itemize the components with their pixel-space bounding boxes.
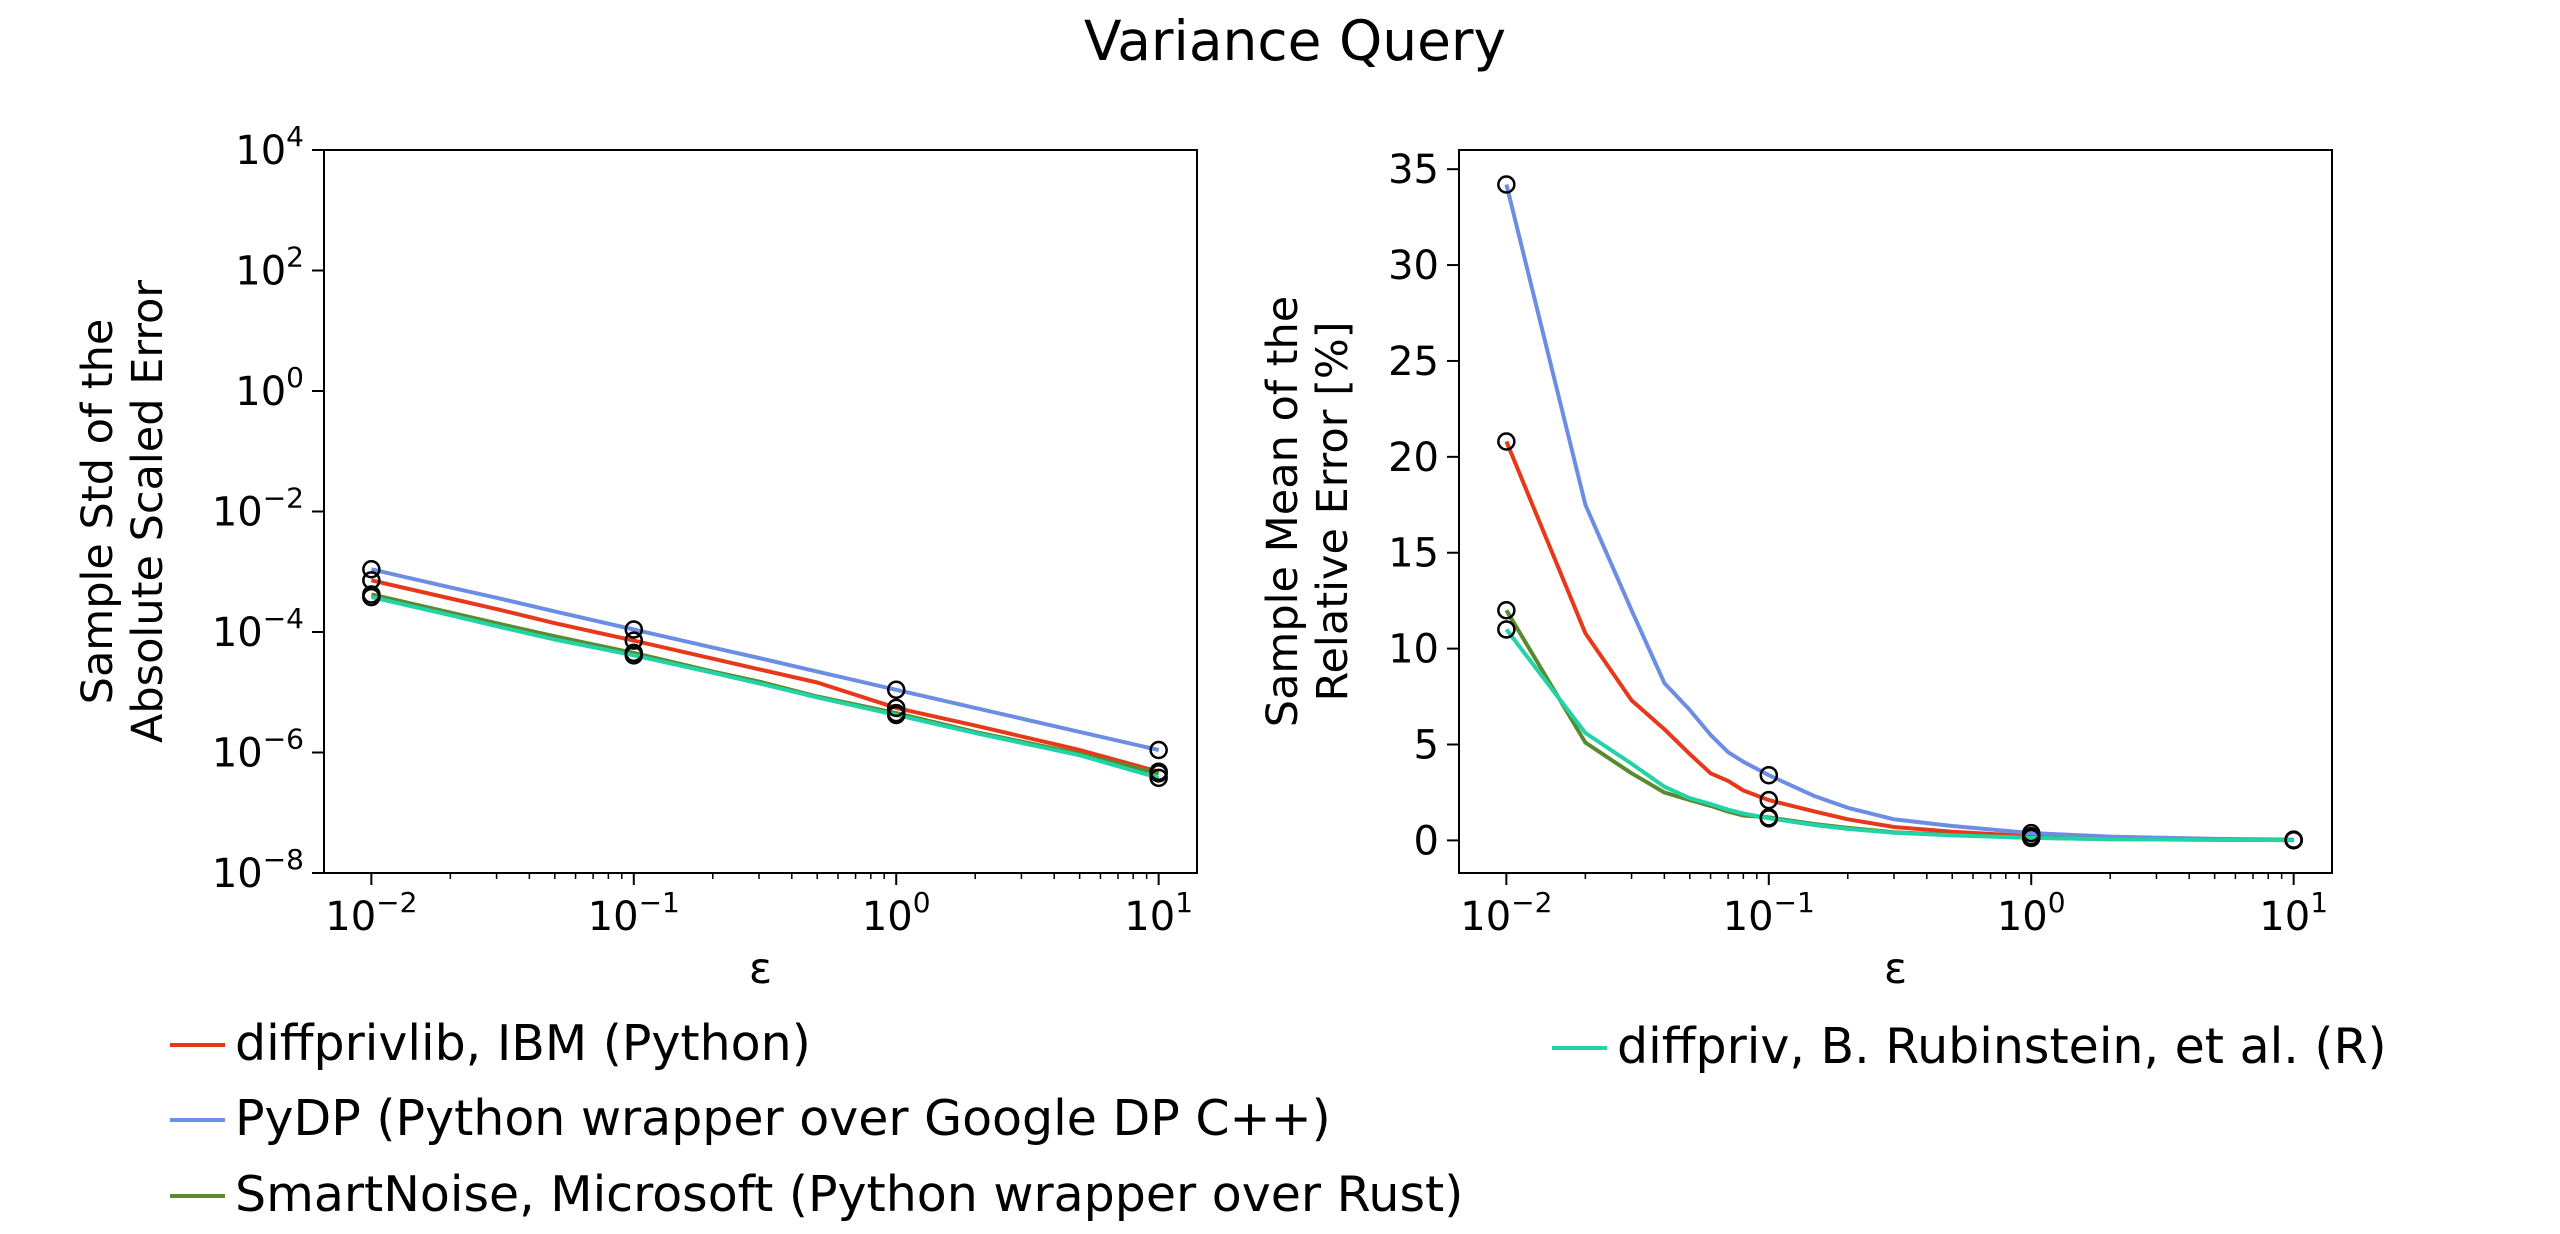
y-axis-label-line2: Relative Error [%] — [1308, 322, 1358, 702]
x-tick-label: 101 — [2259, 886, 2328, 940]
y-tick-label: 10−8 — [212, 843, 304, 897]
series-line-pydp-python-wrapper-over-google-dp-c — [1504, 184, 2294, 842]
series-group — [362, 560, 1168, 788]
y-tick-label: 0 — [1414, 818, 1439, 864]
data-point-marker — [886, 705, 906, 725]
data-point-marker — [1149, 768, 1168, 788]
x-tick-label: 100 — [862, 886, 931, 940]
legend-label-diffpriv: diffpriv, B. Rubinstein, et al. (R) — [1617, 1018, 2387, 1075]
data-point-marker — [362, 560, 381, 579]
data-point-marker — [362, 587, 381, 607]
y-axis-label-line1: Sample Mean of the — [1258, 296, 1308, 727]
x-tick-label: 10−2 — [1460, 886, 1552, 940]
y-axis-label-line1: Sample Std of the — [73, 319, 123, 705]
data-point-marker — [1497, 620, 1516, 639]
y-tick-label: 35 — [1388, 147, 1439, 193]
y-tick-label: 104 — [235, 120, 304, 174]
axes-frame — [1458, 149, 2333, 874]
legend-label-pydp: PyDP (Python wrapper over Google DP C++) — [235, 1090, 1331, 1147]
y-tick-label: 20 — [1388, 435, 1439, 481]
series-line-diffprivlib-ibm-python — [1504, 440, 2294, 842]
y-tick-label: 102 — [235, 241, 304, 295]
x-tick-label: 100 — [1997, 886, 2066, 940]
data-point-marker — [886, 698, 906, 718]
data-point-marker — [2021, 828, 2041, 848]
x-tick-label: 10−2 — [325, 886, 417, 940]
x-tick-label: 10−1 — [1723, 886, 1815, 940]
y-tick-label: 10−2 — [212, 482, 304, 536]
legend-label-diffprivlib: diffprivlib, IBM (Python) — [235, 1015, 811, 1072]
data-point-marker — [1149, 740, 1168, 760]
x-tick-label: 10−1 — [588, 886, 680, 940]
data-point-marker — [624, 620, 644, 639]
data-point-marker — [1759, 809, 1779, 828]
x-tick-label: 101 — [1124, 886, 1193, 940]
x-axis-label: ε — [1884, 944, 1907, 994]
series-group — [1497, 175, 2303, 850]
data-point-marker — [1497, 432, 1516, 451]
chart-legend: diffprivlib, IBM (Python) PyDP (Python w… — [170, 1015, 2387, 1223]
y-tick-label: 100 — [235, 361, 304, 415]
y-tick-label: 10−6 — [212, 723, 304, 777]
data-point-marker — [886, 680, 906, 700]
data-point-marker — [1497, 601, 1516, 620]
axes-frame — [323, 149, 1198, 874]
y-tick-label: 25 — [1388, 339, 1439, 385]
x-axis-label: ε — [749, 944, 772, 994]
series-line-diffpriv-b-rubinstein-et-al-r — [370, 595, 1160, 780]
legend-label-smartnoise: SmartNoise, Microsoft (Python wrapper ov… — [235, 1166, 1463, 1223]
data-point-marker — [624, 631, 644, 650]
y-tick-label: 10 — [1388, 627, 1439, 673]
y-tick-label: 5 — [1414, 723, 1439, 769]
series-line-diffprivlib-ibm-python — [370, 578, 1160, 774]
y-tick-label: 30 — [1388, 243, 1439, 289]
y-axis-label-line2: Absolute Scaled Error — [123, 280, 173, 743]
data-point-marker — [1497, 175, 1516, 194]
data-point-marker — [2284, 830, 2303, 850]
series-line-smartnoise-microsoft-python-wrapper-over-rust — [1504, 609, 2294, 843]
series-line-diffpriv-b-rubinstein-et-al-r — [1504, 628, 2294, 843]
left-panel-std-error: 10−2 10−1 100 101 10−8 10−6 10−4 10−2 100 102 104 ε… — [73, 120, 1198, 994]
data-point-marker — [1759, 765, 1779, 785]
data-point-marker — [1759, 790, 1779, 810]
right-panel-mean-relative-error: 10−2 10−1 100 101 0 5 10 15 20 25 30 35 ε Sample Mean… — [1258, 147, 2333, 994]
y-tick-label: 10−4 — [212, 602, 304, 656]
chart-title: Variance Query — [1084, 9, 1506, 73]
data-point-marker — [624, 646, 644, 665]
y-tick-label: 15 — [1388, 531, 1439, 577]
series-line-pydp-python-wrapper-over-google-dp-c — [370, 567, 1160, 752]
